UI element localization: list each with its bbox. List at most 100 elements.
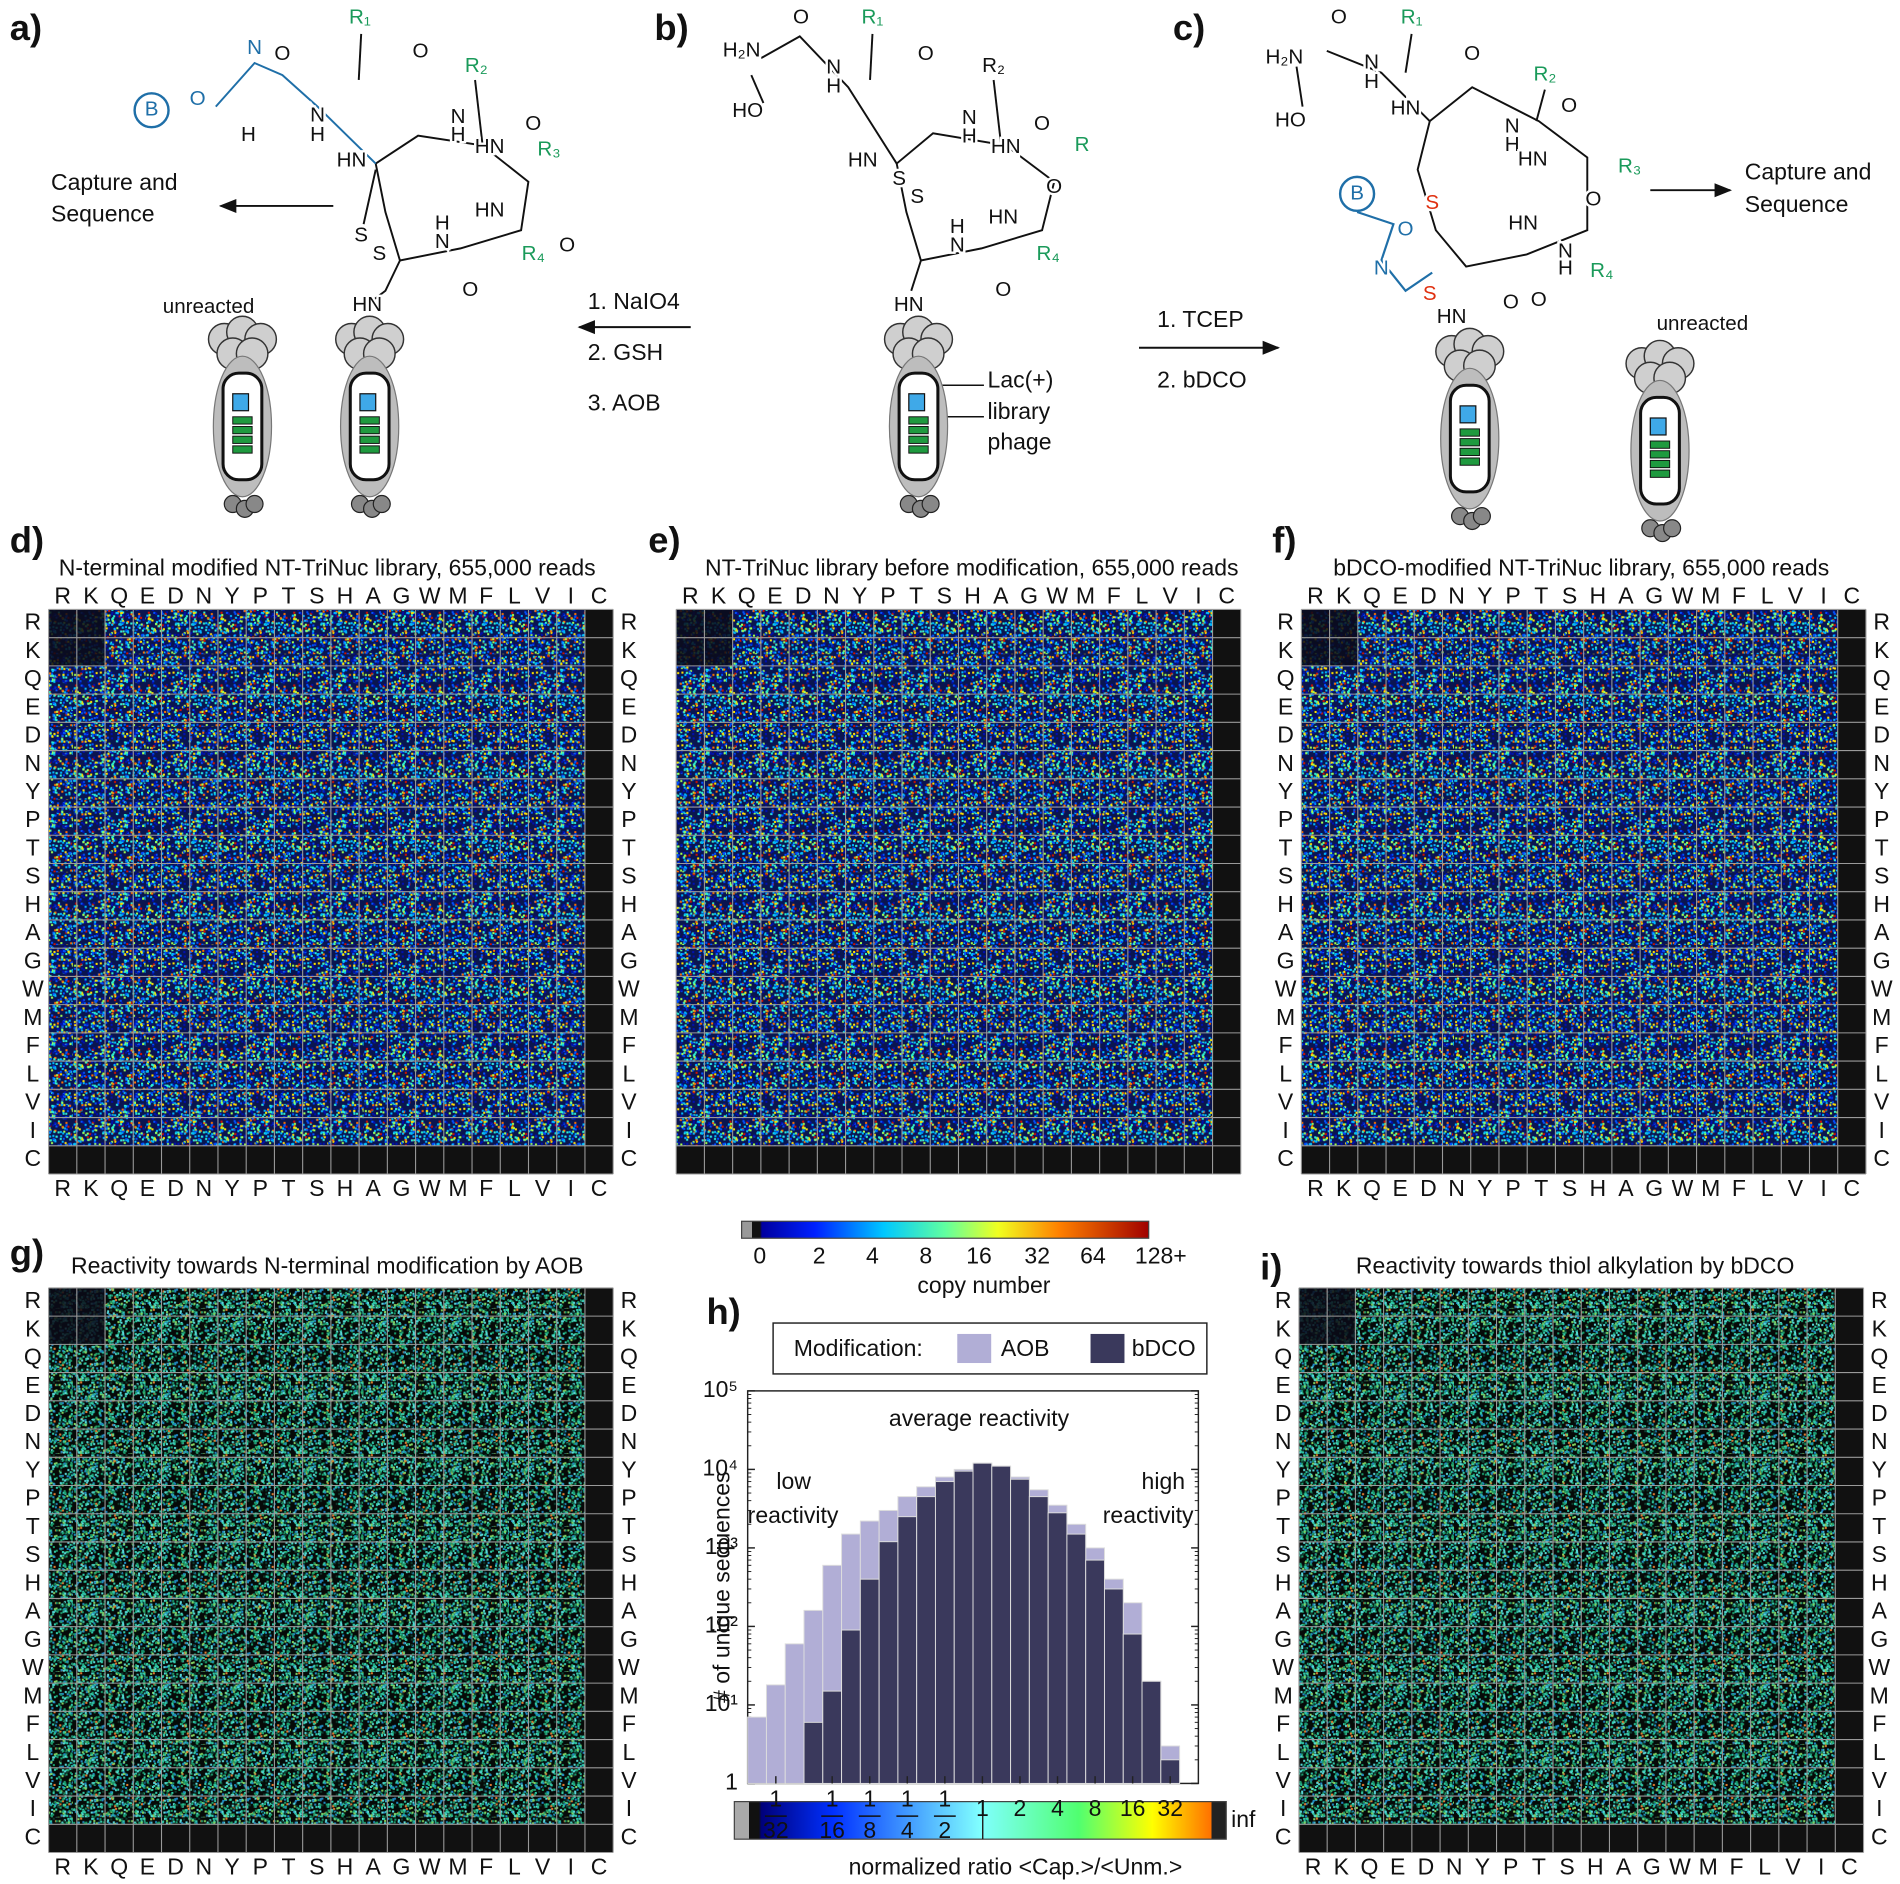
column-label: I: [1818, 1853, 1824, 1879]
row-label: K: [1276, 1315, 1292, 1341]
column-label: L: [1761, 1175, 1774, 1201]
gene-green: [1649, 440, 1671, 449]
atom-label: O: [274, 42, 290, 65]
row-label: A: [1872, 1598, 1888, 1624]
colorbar-tick-label: 0: [753, 1243, 766, 1269]
gene-green: [1459, 447, 1480, 457]
row-label: T: [1875, 834, 1889, 860]
row-label: V: [1278, 1089, 1294, 1115]
row-label: F: [1276, 1711, 1290, 1737]
column-label: M: [1701, 1175, 1720, 1201]
atom-label: R₄: [1037, 242, 1060, 265]
phage-tail: [1663, 519, 1682, 538]
bead: [1338, 175, 1376, 213]
row-label: N: [1871, 1428, 1888, 1454]
x-tick-label: 1 32: [763, 1785, 789, 1843]
column-label: A: [366, 1175, 382, 1201]
annotation-line: high: [1142, 1468, 1185, 1494]
row-label: K: [25, 1315, 41, 1341]
column-label: I: [568, 1175, 574, 1201]
atom-label: H₂N: [723, 38, 761, 61]
row-label: T: [622, 834, 636, 860]
scheme-text: library: [988, 398, 1051, 424]
row-label: C: [25, 1145, 42, 1171]
row-label: S: [621, 863, 636, 889]
column-label: S: [309, 1853, 324, 1879]
row-label: T: [26, 1513, 40, 1539]
phage: [1435, 327, 1505, 531]
x-tick-label: 4: [1051, 1795, 1064, 1821]
column-label: L: [1758, 1853, 1771, 1879]
row-label: F: [1279, 1032, 1293, 1058]
atom-label: O: [1034, 112, 1050, 135]
column-label: I: [1195, 582, 1201, 608]
atom-label: HN: [352, 293, 382, 316]
row-label: V: [25, 1767, 41, 1793]
column-label: H: [1587, 1853, 1604, 1879]
column-label: Q: [1361, 1853, 1379, 1879]
row-label: G: [620, 947, 638, 973]
atom-label: H: [241, 123, 256, 146]
column-label: G: [393, 582, 411, 608]
column-label: L: [1761, 582, 1774, 608]
row-label: F: [1875, 1032, 1889, 1058]
row-label: K: [1872, 1315, 1888, 1341]
phage: [207, 315, 278, 518]
gene-green: [1459, 457, 1480, 466]
annotation: average reactivity: [889, 1405, 1070, 1431]
column-label: A: [1618, 1175, 1634, 1201]
panel-label: b): [654, 7, 688, 48]
row-label: L: [1873, 1739, 1886, 1765]
row-label: V: [1874, 1089, 1890, 1115]
atom-label: H: [1505, 133, 1520, 156]
row-label: P: [25, 806, 40, 832]
heatmap-title: NT-TriNuc library before modification, 6…: [705, 555, 1239, 581]
row-label: V: [1276, 1767, 1292, 1793]
row-label: E: [621, 693, 636, 719]
row-label: E: [1278, 693, 1293, 719]
column-label: Q: [110, 582, 128, 608]
row-label: G: [1873, 947, 1891, 973]
column-label: Q: [1363, 1175, 1381, 1201]
row-label: R: [25, 1287, 42, 1313]
column-label: K: [1334, 1853, 1350, 1879]
row-label: S: [621, 1541, 636, 1567]
row-label: C: [25, 1823, 42, 1849]
column-label: G: [1645, 582, 1663, 608]
annotation-line: low: [776, 1468, 811, 1494]
row-label: H: [25, 1569, 42, 1595]
row-label: G: [1274, 1626, 1292, 1652]
column-label: M: [1701, 582, 1720, 608]
annotation-line: reactivity: [1103, 1502, 1194, 1528]
column-label: P: [880, 582, 895, 608]
step-text: 2. GSH: [588, 339, 663, 365]
row-label: N: [1873, 750, 1890, 776]
atom-label: S: [1425, 191, 1439, 214]
panel-label: h): [706, 1291, 740, 1332]
atom-label: O: [995, 278, 1011, 301]
phage: [1625, 339, 1695, 543]
colorbar-tick-label: 2: [813, 1243, 826, 1269]
heatmap-title: N-terminal modified NT-TriNuc library, 6…: [59, 555, 596, 581]
column-label: P: [1505, 582, 1520, 608]
column-label: S: [1562, 582, 1577, 608]
legend-label: bDCO: [1132, 1335, 1196, 1361]
bond: [869, 33, 874, 81]
peptide-ring: [374, 134, 530, 262]
phage: [335, 315, 405, 518]
row-label: I: [626, 1117, 632, 1143]
scheme-text: Sequence: [51, 201, 155, 227]
gene-blue: [359, 393, 377, 412]
row-label: W: [618, 976, 640, 1002]
phage-tail: [372, 494, 391, 514]
atom-label: S: [1423, 282, 1437, 305]
row-label: E: [1276, 1372, 1291, 1398]
atom-label: S: [892, 167, 906, 190]
y-tick-label: 10²: [705, 1611, 739, 1637]
bar: [1028, 1496, 1049, 1784]
column-label: P: [253, 582, 268, 608]
bar: [916, 1496, 936, 1784]
row-label: M: [1274, 1682, 1293, 1708]
